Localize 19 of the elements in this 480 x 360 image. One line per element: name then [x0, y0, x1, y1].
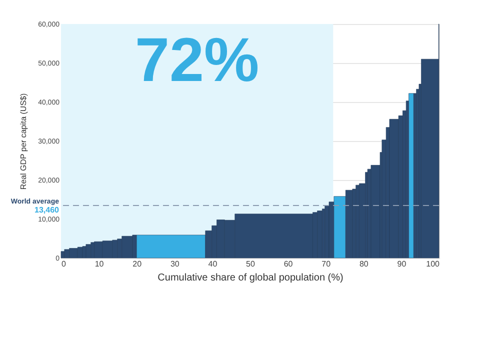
bar: [324, 206, 330, 258]
x-tick-label: 20: [132, 260, 142, 268]
x-tick-label: 50: [246, 260, 256, 268]
x-tick-label: 80: [359, 260, 369, 268]
text: 13,460: [34, 206, 60, 215]
y-axis-title: Real GDP per capita (US$): [19, 93, 28, 190]
band-label: 72%: [135, 26, 260, 95]
x-tick-label: 30: [170, 260, 180, 268]
x-tick-label: 60: [284, 260, 294, 268]
x-tick-label: 70: [322, 260, 332, 268]
bar: [86, 244, 92, 258]
x-tick-label: 90: [397, 260, 407, 268]
x-tick-label: 100: [426, 260, 440, 268]
bar: [60, 251, 65, 258]
x-tick-label: 10: [94, 260, 104, 268]
x-axis-title: Cumulative share of global population (%): [158, 272, 344, 284]
x-tick-label: 40: [208, 260, 218, 268]
x-tick-label: 0: [62, 260, 66, 268]
bar: [408, 93, 414, 258]
